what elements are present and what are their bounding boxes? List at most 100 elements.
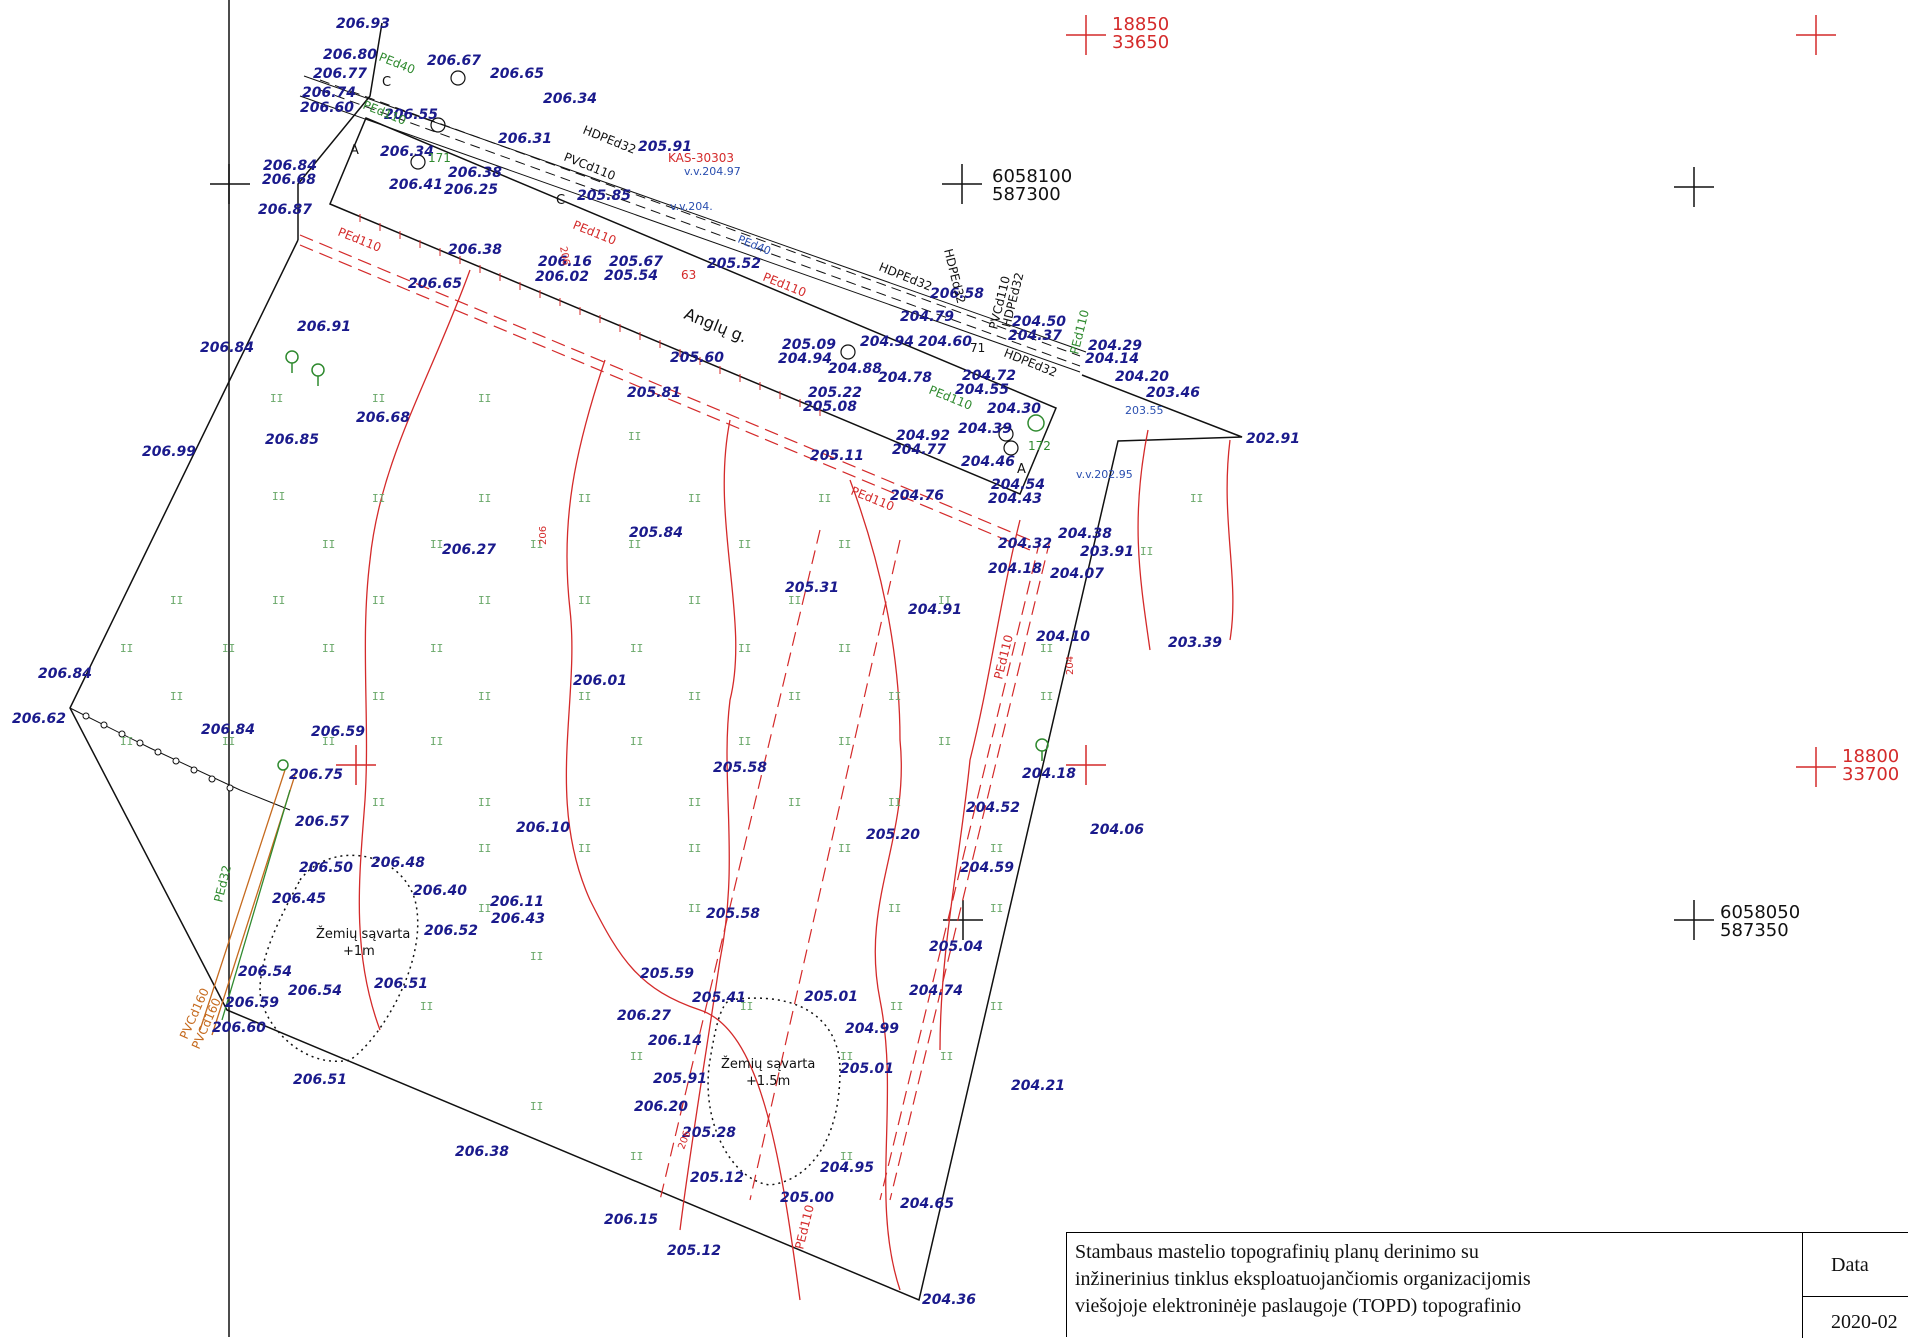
grid-coord-black-top-x: 587300 — [992, 184, 1061, 205]
elevation-label: 204.88 — [828, 361, 882, 377]
svg-text:II: II — [940, 1050, 953, 1063]
parcel-boundary-top — [297, 22, 383, 240]
svg-text:II: II — [170, 594, 183, 607]
elevation-label: 206.60 — [212, 1020, 266, 1036]
elevation-label: 206.48 — [371, 855, 425, 871]
dump-1-title: Žemių sąvarta — [316, 926, 410, 942]
svg-text:II: II — [372, 392, 385, 405]
svg-text:II: II — [838, 735, 851, 748]
elevation-label: 203.46 — [1146, 385, 1200, 401]
svg-text:II: II — [530, 1100, 543, 1113]
water-level-label: v.v.204. — [670, 200, 713, 213]
elevation-label: 205.01 — [804, 989, 858, 1005]
pipe-label-red: PEd110 — [571, 218, 618, 248]
svg-text:II: II — [1040, 642, 1053, 655]
elevation-label: 206.11 — [490, 894, 544, 910]
section-label-a-2: A — [1017, 462, 1026, 477]
svg-text:II: II — [630, 642, 643, 655]
elevation-label: 205.52 — [707, 256, 761, 272]
elevation-label: 204.46 — [961, 454, 1015, 470]
grid-cross-red-left — [336, 745, 376, 785]
section-label-c: C — [382, 75, 391, 90]
elevation-label: 206.52 — [424, 923, 478, 939]
svg-text:II: II — [120, 735, 133, 748]
svg-text:II: II — [788, 594, 801, 607]
elevation-label: 206.41 — [389, 177, 443, 193]
title-line: inžinerinius tinklus eksploatuojančiomis… — [1075, 1268, 1531, 1290]
grid-cross-red-top-right — [1796, 15, 1836, 55]
elevation-label: 206.74 — [302, 85, 356, 101]
elevation-label: 206.80 — [323, 47, 377, 63]
svg-text:II: II — [478, 902, 491, 915]
svg-text:II: II — [478, 690, 491, 703]
contour-label: 204 — [1065, 656, 1076, 675]
grid-cross-red-right — [1796, 747, 1836, 787]
elevation-label: 206.62 — [12, 711, 66, 727]
grid-coord-black-bottom-y: 6058050 — [1720, 902, 1800, 923]
elevation-label: 206.54 — [238, 964, 292, 980]
svg-text:II: II — [1190, 492, 1203, 505]
svg-text:II: II — [322, 538, 335, 551]
svg-text:II: II — [938, 735, 951, 748]
elevation-label: 206.02 — [535, 269, 589, 285]
elevation-label: 206.99 — [142, 444, 196, 460]
elevation-label: 205.31 — [785, 580, 839, 596]
grid-cross-black-top — [942, 164, 982, 204]
elevation-label: 204.39 — [958, 421, 1012, 437]
svg-text:II: II — [688, 690, 701, 703]
elevation-label: 206.65 — [490, 66, 544, 82]
elevation-label: 205.20 — [866, 827, 920, 843]
tree-icons — [277, 350, 1049, 771]
elevation-label: 206.14 — [648, 1033, 702, 1049]
street-strip — [329, 117, 1057, 495]
grid-coord-black-top-y: 6058100 — [992, 166, 1072, 187]
street-edge-2 — [299, 95, 1081, 373]
elevation-label: 205.67 — [609, 254, 663, 270]
marker-label: 63 — [681, 268, 696, 282]
svg-text:II: II — [322, 642, 335, 655]
section-label-a: A — [350, 143, 359, 158]
elevation-label: 205.28 — [682, 1125, 736, 1141]
elevation-labels: 206.93 206.80 206.77 206.74 206.60 206.6… — [12, 16, 1300, 1308]
elevation-label: 206.85 — [265, 432, 319, 448]
elevation-label: 206.38 — [455, 1144, 509, 1160]
elevation-label: 206.58 — [930, 286, 984, 302]
svg-text:II: II — [430, 642, 443, 655]
dump-area-2 — [707, 997, 841, 1186]
elevation-label: 204.30 — [987, 401, 1041, 417]
svg-text:II: II — [840, 1150, 853, 1163]
marker-label: 172 — [1028, 439, 1051, 453]
elevation-label: 205.22 — [808, 385, 862, 401]
svg-text:II: II — [1040, 690, 1053, 703]
grid-cross-red-top — [1066, 15, 1106, 55]
elevation-label: 206.57 — [295, 814, 349, 830]
elevation-label: 206.84 — [38, 666, 92, 682]
svg-text:II: II — [938, 594, 951, 607]
svg-text:II: II — [372, 492, 385, 505]
title-block-text: Stambaus mastelio topografinių planų der… — [1067, 1233, 1803, 1338]
elevation-label: 204.14 — [1085, 351, 1139, 367]
utility-black-dashed — [319, 79, 1081, 367]
elevation-label: 204.77 — [892, 442, 946, 458]
svg-text:II: II — [838, 642, 851, 655]
dump-area-1 — [259, 854, 419, 1063]
svg-text:II: II — [738, 538, 751, 551]
svg-text:II: II — [1140, 545, 1153, 558]
elevation-label: 203.91 — [1080, 544, 1134, 560]
date-label: Data — [1803, 1233, 1908, 1297]
elevation-label: 206.20 — [634, 1099, 688, 1115]
elevation-label: 206.40 — [413, 883, 467, 899]
elevation-label: 206.75 — [289, 767, 343, 783]
elevation-label: 206.27 — [442, 542, 496, 558]
svg-text:II: II — [888, 690, 901, 703]
svg-text:II: II — [630, 1150, 643, 1163]
svg-text:II: II — [740, 1000, 753, 1013]
utility-dashed-lines — [299, 234, 1051, 1201]
grid-coord-red-right-y: 18800 — [1842, 746, 1899, 767]
svg-text:II: II — [578, 842, 591, 855]
svg-text:II: II — [838, 842, 851, 855]
svg-text:II: II — [688, 842, 701, 855]
svg-text:II: II — [888, 902, 901, 915]
section-label-c-2: C — [556, 193, 565, 208]
svg-text:II: II — [818, 492, 831, 505]
